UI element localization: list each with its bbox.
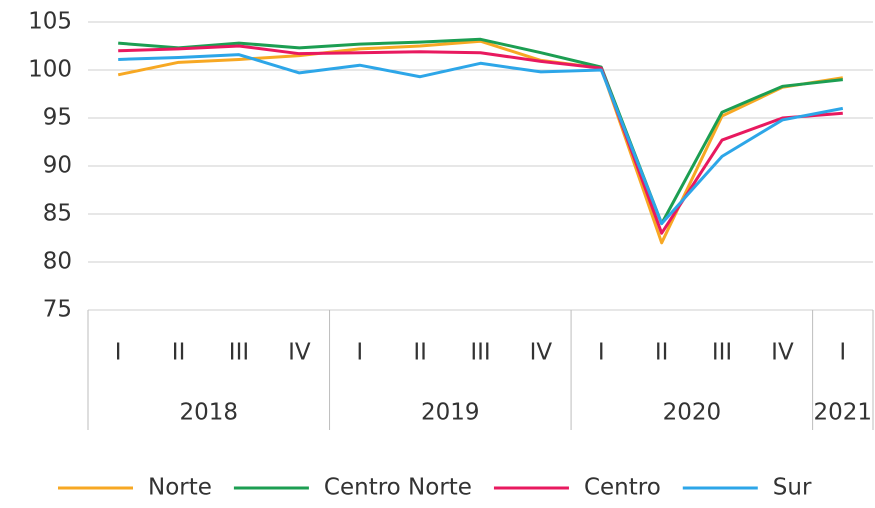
x-tick-label: III <box>470 340 490 366</box>
x-tick-label: II <box>413 340 427 366</box>
x-tick-label: IV <box>288 340 311 366</box>
legend-label: Norte <box>148 475 212 501</box>
x-tick-label: II <box>655 340 669 366</box>
x-tick-label: I <box>115 340 122 366</box>
x-group-label: 2019 <box>421 400 480 426</box>
series-line <box>118 44 843 235</box>
x-tick-label: I <box>356 340 363 366</box>
y-tick-label: 105 <box>28 9 72 35</box>
x-tick-label: I <box>598 340 605 366</box>
series-line <box>118 37 843 226</box>
x-tick-label: III <box>712 340 732 366</box>
x-group-label: 2018 <box>179 400 238 426</box>
x-tick-label: III <box>229 340 249 366</box>
y-tick-label: 75 <box>43 297 72 323</box>
x-tick-label: IV <box>771 340 794 366</box>
x-tick-label: I <box>839 340 846 366</box>
x-group-label: 2021 <box>814 400 873 426</box>
series-line <box>118 53 844 226</box>
legend-label: Centro <box>584 475 661 501</box>
y-tick-label: 85 <box>43 201 72 227</box>
x-tick-label: IV <box>530 340 553 366</box>
y-tick-label: 95 <box>43 105 72 131</box>
series-line <box>117 39 844 245</box>
x-tick-label: II <box>172 340 186 366</box>
y-tick-label: 90 <box>43 153 72 179</box>
y-tick-label: 80 <box>43 249 72 275</box>
legend-label: Centro Norte <box>324 475 472 501</box>
x-group-label: 2020 <box>663 400 722 426</box>
legend-label: Sur <box>773 475 812 501</box>
y-tick-label: 100 <box>28 57 72 83</box>
